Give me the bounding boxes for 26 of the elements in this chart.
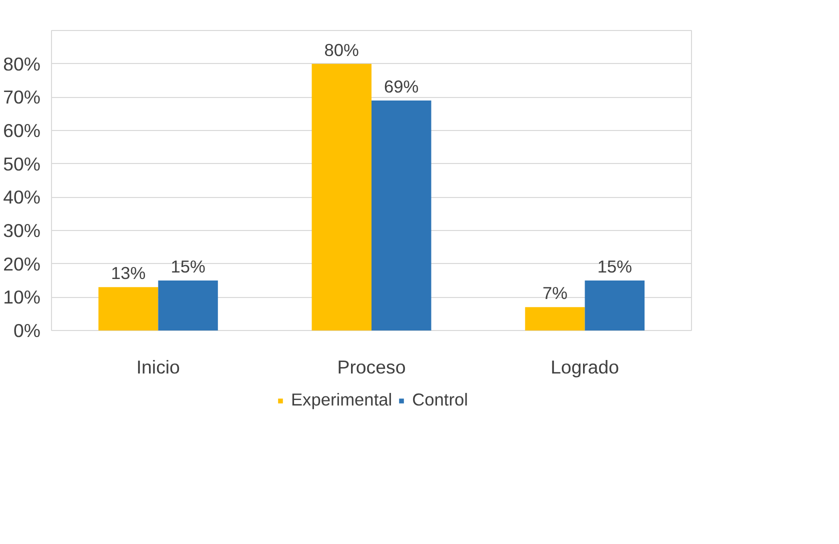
bar [372,100,432,330]
bar [525,307,585,330]
y-tick-label: 40% [3,186,41,208]
legend-label: Experimental [290,390,392,410]
y-tick-label: 30% [3,220,41,241]
y-tick-label: 20% [3,253,41,274]
bar [98,287,158,330]
data-label: 13% [110,263,146,284]
x-tick-label: Inicio [136,356,180,378]
y-tick-label: 70% [3,86,41,108]
y-tick-label: 50% [3,153,41,174]
y-tick-label: 80% [3,53,41,74]
legend-label: Control [412,390,468,410]
data-label: 15% [170,256,206,276]
data-label: 15% [597,256,632,276]
data-label: 69% [384,76,419,96]
y-tick-label: 0% [14,320,41,341]
y-tick-label: 10% [3,286,41,308]
data-label: 7% [542,283,568,304]
bar [584,280,645,330]
y-tick-label: 60% [3,120,41,141]
data-label: 80% [324,40,359,60]
bar [312,64,372,330]
x-tick-label: Proceso [337,356,406,378]
x-tick-label: Logrado [550,356,620,378]
bar [158,280,218,330]
